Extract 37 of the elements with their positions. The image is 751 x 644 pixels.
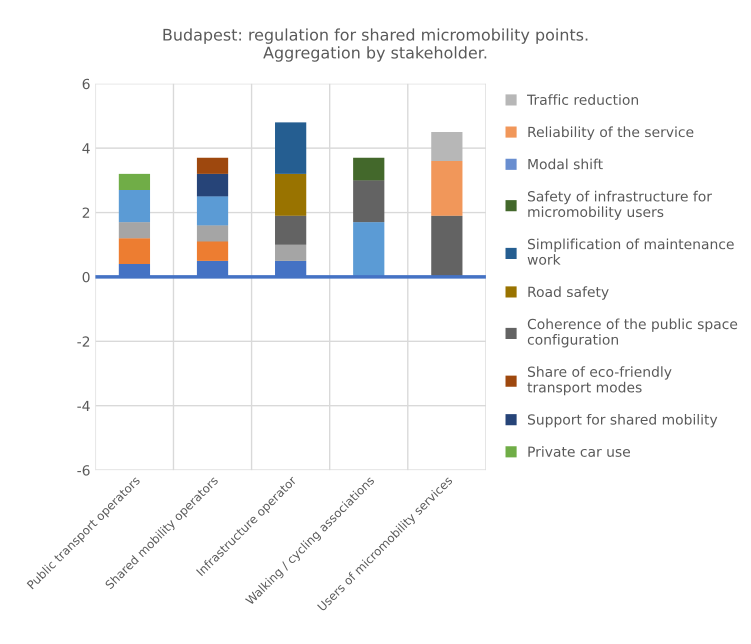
y-tick-label: 6 [82,78,90,90]
bar [353,180,384,222]
bar [431,132,462,161]
bar [275,244,306,261]
y-tick-label: -6 [77,465,90,476]
legend-label: Modal shift [528,158,603,170]
bar [275,174,306,216]
bar [431,161,462,216]
y-tick-label: -2 [77,336,90,347]
y-tick-label: 4 [82,143,90,154]
bar [118,238,150,264]
legend-label: Safety of infrastructure for micromobility users [528,190,712,220]
legend-label: Traffic reduction [527,94,638,105]
y-tick-label: 0 [82,272,90,282]
bar [196,174,228,196]
legend-label: Support for shared mobility [528,414,718,428]
bar [196,225,228,242]
y-tick-label: 2 [82,207,90,218]
bar [353,158,384,180]
bar [196,158,228,174]
bar [275,122,306,174]
legend-label: Reliability of the service [528,126,694,140]
y-tick-label: -4 [77,400,90,411]
legend-label: Coherence of the public space configuration [528,318,738,348]
bar [353,222,384,277]
bar [118,174,150,190]
legend-label: Private car use [528,446,630,457]
bar [431,216,462,277]
bar [196,196,228,226]
chart-title: Budapest: regulation for shared micromobility points. Aggregation by stakeholder. [163,28,588,62]
legend-label: Share of eco-friendly transport modes [527,366,672,396]
bar [118,222,150,238]
bar [196,242,228,261]
bar [275,216,306,245]
bar [118,190,150,222]
legend-label: Simplification of maintenance work [528,238,734,265]
legend-label: Road safety [528,286,609,300]
